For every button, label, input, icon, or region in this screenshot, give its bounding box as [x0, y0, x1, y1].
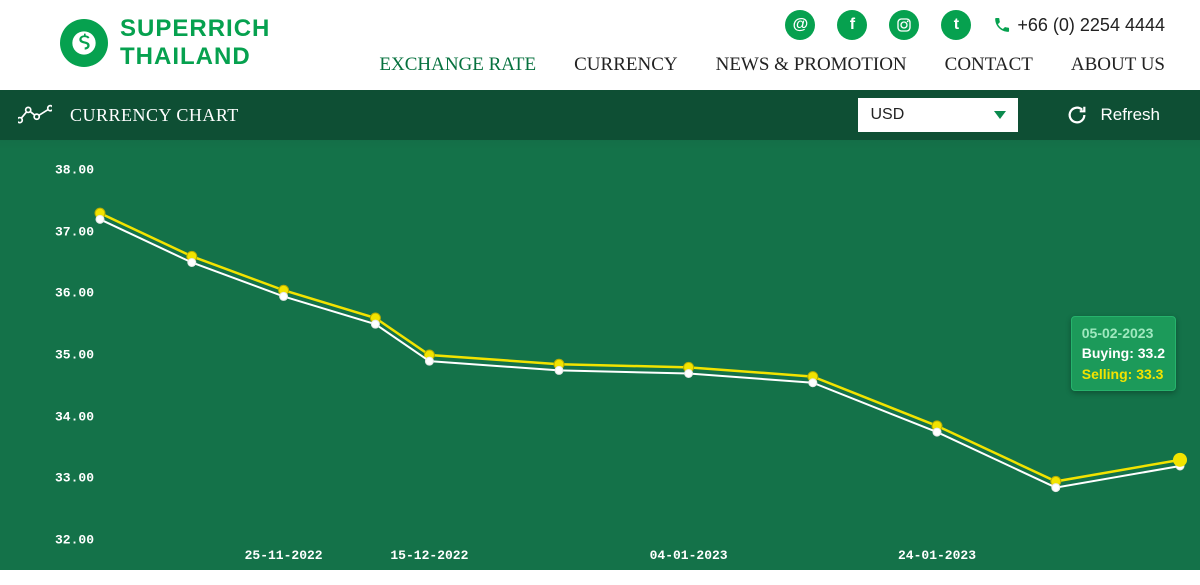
tooltip-date: 05-02-2023	[1082, 323, 1165, 343]
twitter-icon[interactable]: t	[941, 10, 971, 40]
plot-area: 38.0037.0036.0035.0034.0033.0032.00 25-1…	[45, 170, 1180, 540]
series-marker[interactable]	[1052, 484, 1060, 492]
y-axis-label: 36.00	[55, 286, 94, 301]
y-axis-label: 32.00	[55, 533, 94, 548]
series-marker[interactable]	[96, 215, 104, 223]
series-marker[interactable]	[425, 357, 433, 365]
chart-panel: CURRENCY CHART USD Refresh 38.00 37.00 36.…	[0, 90, 1200, 570]
series-line-buying	[100, 219, 1180, 487]
facebook-icon[interactable]: f	[837, 10, 867, 40]
nav-item-exchange-rate[interactable]: EXCHANGE RATE	[379, 54, 536, 76]
chart-title: CURRENCY CHART	[70, 105, 239, 126]
currency-select[interactable]: USD	[858, 98, 1018, 132]
series-marker[interactable]	[555, 366, 563, 374]
logo-icon	[60, 19, 108, 67]
series-marker[interactable]	[188, 259, 196, 267]
phone-icon	[993, 16, 1011, 34]
x-axis-label: 15-12-2022	[390, 548, 468, 563]
series-marker[interactable]	[371, 320, 379, 328]
at-icon[interactable]: @	[785, 10, 815, 40]
series-line-selling	[100, 213, 1180, 481]
tooltip-buying: Buying: 33.2	[1082, 343, 1165, 363]
y-axis-label: 38.00	[55, 163, 94, 178]
chart-line-icon	[18, 103, 52, 127]
brand-logo[interactable]: SUPERRICH THAILAND	[60, 10, 270, 76]
y-axis-label: 35.00	[55, 348, 94, 363]
refresh-icon	[1066, 104, 1088, 126]
phone-number: +66 (0) 2254 4444	[1017, 15, 1165, 36]
currency-select-value: USD	[870, 106, 904, 124]
refresh-label: Refresh	[1100, 105, 1160, 125]
chevron-down-icon	[994, 111, 1006, 119]
y-axis-label: 34.00	[55, 409, 94, 424]
phone-link[interactable]: +66 (0) 2254 4444	[993, 15, 1165, 36]
nav-item-news-promotion[interactable]: NEWS & PROMOTION	[716, 54, 907, 76]
refresh-button[interactable]: Refresh	[1066, 104, 1160, 126]
y-axis-label: 37.00	[55, 224, 94, 239]
nav-item-currency[interactable]: CURRENCY	[574, 54, 677, 76]
tooltip-selling: Selling: 33.3	[1082, 364, 1165, 384]
y-axis-label: 33.00	[55, 471, 94, 486]
chart-toolbar: CURRENCY CHART USD Refresh	[0, 90, 1200, 140]
series-marker[interactable]	[685, 370, 693, 378]
nav-item-about-us[interactable]: ABOUT US	[1071, 54, 1165, 76]
main-nav: EXCHANGE RATE CURRENCY NEWS & PROMOTION CON…	[379, 54, 1165, 76]
series-marker[interactable]	[933, 428, 941, 436]
instagram-icon[interactable]	[889, 10, 919, 40]
series-marker-highlight[interactable]	[1173, 453, 1187, 467]
nav-item-contact[interactable]: CONTACT	[945, 54, 1033, 76]
x-axis-label: 25-11-2022	[245, 548, 323, 563]
brand-text: SUPERRICH THAILAND	[120, 15, 270, 70]
chart-tooltip: 05-02-2023 Buying: 33.2 Selling: 33.3	[1071, 316, 1176, 391]
x-axis-label: 04-01-2023	[650, 548, 728, 563]
x-axis-label: 24-01-2023	[898, 548, 976, 563]
series-marker[interactable]	[280, 292, 288, 300]
series-marker[interactable]	[809, 379, 817, 387]
